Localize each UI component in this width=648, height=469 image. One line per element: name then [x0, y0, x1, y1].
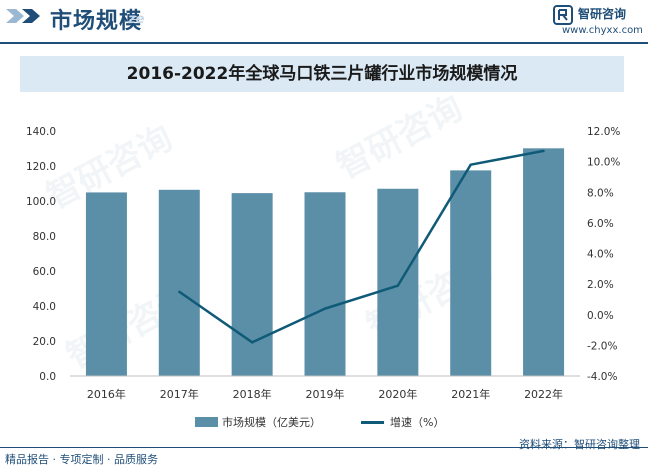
bar: [85, 192, 127, 376]
right-tick-label: 2.0%: [587, 279, 614, 291]
right-tick-label: -2.0%: [587, 340, 617, 352]
bar: [158, 189, 200, 376]
x-tick-label: 2021年: [451, 387, 490, 401]
x-tick-label: 2018年: [233, 387, 272, 401]
x-tick-label: 2022年: [524, 387, 563, 401]
x-axis-ticks: 2016年 2017年 2018年 2019年 2020年 2021年 2022年: [87, 387, 563, 401]
growth-line: [178, 149, 544, 344]
bar: [523, 148, 565, 376]
growth-point: [396, 284, 400, 287]
x-tick-label: 2017年: [160, 387, 199, 401]
growth-point: [469, 163, 472, 166]
growth-point: [323, 307, 327, 310]
footer-divider: [0, 447, 648, 448]
growth-point: [178, 290, 181, 293]
source-note: 资料来源：智研咨询整理: [519, 438, 640, 451]
legend-bar-label: 市场规模（亿美元）: [222, 416, 321, 429]
bar-series: [85, 148, 565, 376]
x-tick-label: 2020年: [378, 387, 417, 401]
brand-name: 智研咨询: [578, 7, 627, 21]
left-tick-label: 20.0: [33, 336, 56, 348]
growth-point: [250, 341, 254, 344]
chart-title: 2016-2022年全球马口铁三片罐行业市场规模情况: [20, 56, 624, 92]
right-tick-label: 10.0%: [587, 157, 620, 169]
legend-bar-swatch: [195, 417, 218, 427]
section-title: 市场规模: [50, 9, 143, 34]
right-tick-label: 4.0%: [587, 249, 614, 261]
left-axis-ticks: 0.0 20.0 40.0 60.0 80.0 100.0 120.0 140.0: [26, 126, 56, 383]
bar: [231, 193, 273, 376]
right-tick-label: 0.0%: [587, 310, 614, 322]
right-tick-label: 8.0%: [587, 187, 614, 199]
bar: [450, 170, 492, 376]
left-tick-label: 0.0: [39, 371, 56, 383]
double-chevron-icon: [6, 9, 40, 23]
legend: 市场规模（亿美元） 增速（%）: [0, 412, 648, 432]
left-tick-label: 60.0: [33, 266, 56, 278]
left-tick-label: 40.0: [33, 301, 56, 313]
right-tick-label: -4.0%: [587, 371, 617, 383]
line-series: [178, 149, 545, 344]
x-tick-label: 2019年: [306, 387, 345, 401]
left-tick-label: 140.0: [26, 126, 56, 138]
right-axis-ticks: -4.0% -2.0% 0.0% 2.0% 4.0% 6.0% 8.0% 10.0% 12.0%: [587, 126, 620, 383]
header-divider: [0, 42, 648, 44]
bar: [304, 192, 346, 376]
brand-url: www.chyxx.com: [562, 25, 643, 36]
left-tick-label: 100.0: [26, 196, 56, 208]
legend-line-label: 增速（%）: [390, 416, 445, 429]
legend-line-swatch: [361, 421, 384, 424]
bar: [377, 188, 419, 376]
right-tick-label: 6.0%: [587, 218, 614, 230]
brand-logo-icon: [553, 5, 573, 25]
header: 市场规模 ze 智研咨询 www.chyxx.com: [0, 0, 648, 38]
x-tick-label: 2016年: [87, 387, 126, 401]
growth-point: [542, 149, 545, 153]
footer-slogan: 精品报告 · 专项定制 · 品质服务: [5, 453, 158, 466]
section-title-ghost: ze: [128, 12, 145, 27]
left-tick-label: 80.0: [33, 231, 56, 243]
left-tick-label: 120.0: [26, 161, 56, 173]
right-tick-label: 12.0%: [587, 126, 620, 138]
